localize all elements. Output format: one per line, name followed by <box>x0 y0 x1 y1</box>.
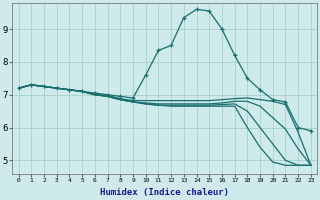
X-axis label: Humidex (Indice chaleur): Humidex (Indice chaleur) <box>100 188 229 197</box>
